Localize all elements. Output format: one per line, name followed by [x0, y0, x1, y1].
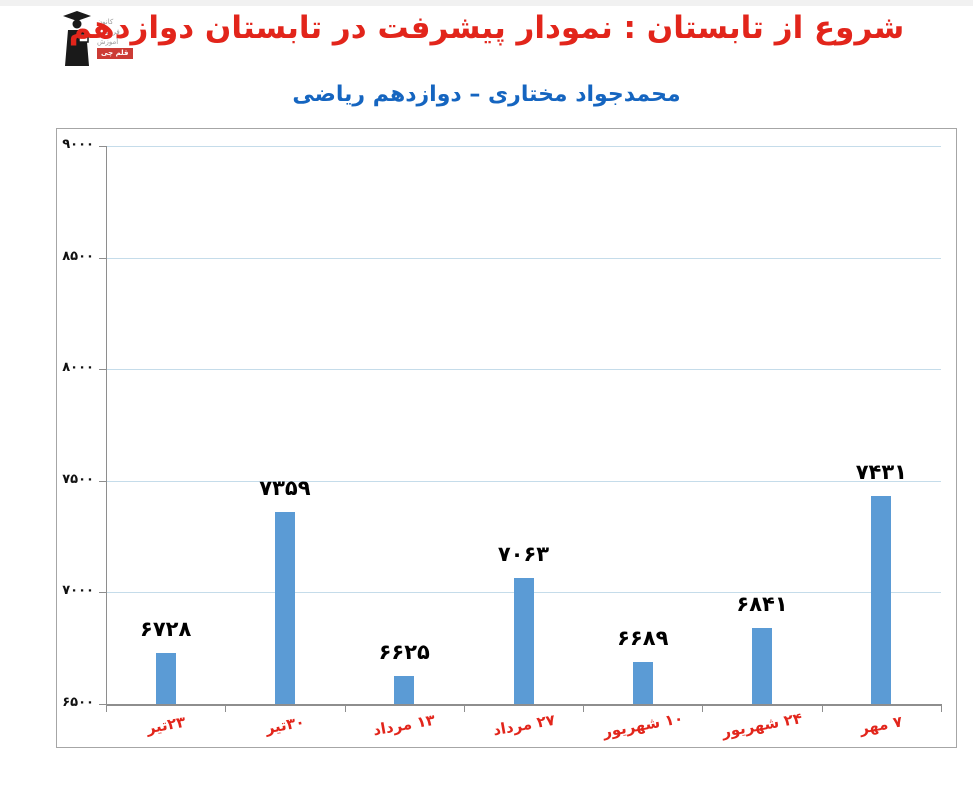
bar	[394, 676, 415, 704]
bar-chart: ۹۰۰۰ ۸۵۰۰ ۸۰۰۰ ۷۵۰۰ ۷۰۰۰ ۶۵۰۰ ۶۷۲۸ ۲۳تیر ۷۳۵۹ ۳۰ت…	[56, 128, 957, 748]
bar	[632, 661, 653, 704]
y-axis-label: ۷۰۰۰	[62, 583, 94, 599]
page-subtitle: محمدجواد مختاری – دوازدهم ریاضی	[292, 82, 681, 107]
graduate-icon	[63, 11, 91, 66]
bar-value-label: ۷۴۳۱	[855, 460, 907, 485]
bar	[752, 627, 773, 704]
x-axis-tick	[463, 706, 465, 712]
x-axis-category-label: ۳۰تیر	[263, 712, 306, 738]
bar	[155, 653, 176, 704]
bar	[274, 512, 295, 704]
gridline	[106, 480, 941, 482]
y-axis-tick	[99, 369, 106, 371]
logo-line: کانون	[97, 18, 114, 26]
logo-line: فرهنگی	[97, 28, 120, 36]
gridline	[106, 369, 941, 371]
bar-value-label: ۷۰۶۳	[497, 542, 550, 567]
gridline	[106, 257, 941, 259]
page-title: شروع از تابستان : نمودار پیشرفت در تابست…	[68, 10, 905, 46]
y-axis-label: ۷۵۰۰	[62, 471, 94, 487]
x-axis-line	[106, 704, 942, 706]
x-axis-tick	[225, 706, 227, 712]
y-axis-line	[106, 146, 107, 704]
y-axis-label: ۸۰۰۰	[62, 360, 94, 376]
x-axis-category-label: ۲۳تیر	[144, 712, 187, 738]
bar-value-label: ۶۶۸۹	[617, 625, 669, 650]
y-axis-tick	[99, 146, 106, 147]
y-axis-tick	[99, 592, 106, 594]
bar-value-label: ۷۳۵۹	[259, 476, 311, 501]
x-axis-tick	[344, 706, 346, 712]
x-axis-category-label: ۱۳ مرداد	[371, 710, 437, 740]
logo-line: آموزش	[97, 38, 119, 46]
bar-value-label: ۶۸۴۱	[736, 591, 788, 616]
bar	[513, 578, 534, 704]
bar-value-label: ۶۶۲۵	[378, 640, 430, 665]
bar	[871, 496, 892, 704]
bar-value-label: ۶۷۲۸	[140, 617, 192, 642]
x-axis-tick	[821, 706, 823, 712]
x-axis-category-label: ۲۴ شهریور	[720, 709, 804, 741]
y-axis-label: ۸۵۰۰	[62, 248, 94, 264]
x-axis-category-label: ۷ مهر	[858, 712, 905, 738]
y-axis-label: ۹۰۰۰	[62, 137, 94, 152]
window-edge	[0, 0, 973, 6]
gridline	[106, 146, 941, 147]
logo-badge: قلم چی	[97, 48, 133, 59]
x-axis-tick	[702, 706, 704, 712]
x-axis-category-label: ۲۷ مرداد	[491, 710, 556, 740]
kanoon-logo: کانون فرهنگی آموزش قلم چی	[57, 8, 135, 70]
y-axis-tick	[99, 480, 106, 482]
x-axis-tick	[941, 706, 942, 712]
y-axis-tick	[99, 704, 106, 705]
y-axis-tick	[99, 257, 106, 259]
logo-text: کانون فرهنگی آموزش قلم چی	[97, 17, 133, 59]
x-axis-tick	[106, 706, 107, 712]
y-axis-label: ۶۵۰۰	[62, 695, 94, 710]
x-axis-category-label: ۱۰ شهریور	[601, 709, 685, 741]
x-axis-tick	[583, 706, 585, 712]
